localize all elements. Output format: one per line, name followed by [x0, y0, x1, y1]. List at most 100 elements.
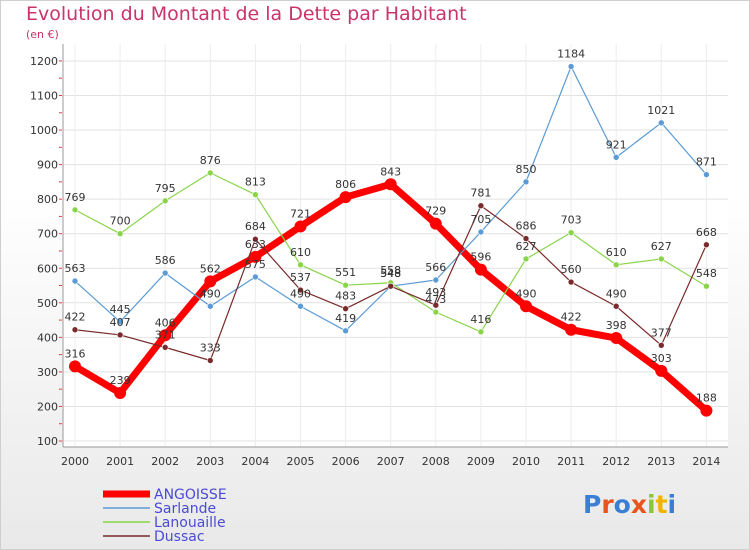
- data-point: [612, 302, 620, 310]
- data-point: [207, 357, 214, 364]
- data-point: [116, 318, 124, 326]
- data-point: [700, 404, 713, 417]
- data-point: [703, 282, 710, 290]
- data-label: 575: [245, 258, 266, 271]
- data-label: 316: [65, 347, 86, 360]
- data-point: [477, 228, 485, 236]
- data-point: [71, 326, 79, 334]
- data-point: [297, 261, 304, 269]
- series-dussac: [71, 202, 710, 364]
- data-label: 422: [65, 311, 86, 324]
- data-label: 562: [200, 262, 221, 275]
- data-label: 795: [155, 182, 176, 195]
- data-label: 548: [380, 267, 401, 280]
- y-tick-label: 200: [37, 400, 58, 413]
- data-point: [703, 241, 710, 249]
- data-point: [207, 169, 214, 177]
- data-point: [252, 191, 259, 198]
- y-tick-label: 800: [37, 193, 58, 206]
- data-point: [522, 255, 530, 263]
- x-tick-label: 2003: [196, 455, 224, 468]
- data-point: [384, 178, 397, 191]
- x-tick-label: 2013: [647, 455, 675, 468]
- y-tick-label: 1000: [30, 124, 58, 137]
- data-label: 769: [65, 191, 86, 204]
- data-label: 610: [606, 246, 627, 259]
- y-tick-label: 1200: [30, 55, 58, 68]
- y-tick-label: 900: [37, 159, 58, 172]
- chart-title: Evolution du Montant de la Dette par Hab…: [26, 3, 467, 25]
- data-label: 703: [561, 214, 582, 227]
- data-label: 490: [516, 287, 537, 300]
- data-point: [657, 119, 665, 127]
- data-point: [612, 154, 620, 161]
- data-point: [432, 276, 440, 284]
- logo-letter: t: [655, 490, 668, 519]
- data-point: [161, 269, 169, 277]
- data-point: [474, 263, 487, 276]
- x-tick-label: 2004: [241, 455, 269, 468]
- data-label: 422: [561, 311, 582, 324]
- x-tick-label: 2000: [61, 455, 89, 468]
- x-tick-label: 2008: [422, 455, 450, 468]
- y-tick-label: 600: [37, 262, 58, 275]
- data-label: 558: [380, 264, 401, 277]
- data-label: 610: [290, 246, 311, 259]
- y-tick-label: 500: [37, 297, 58, 310]
- data-point: [522, 235, 530, 242]
- data-label: 586: [155, 254, 176, 267]
- data-point: [342, 305, 349, 312]
- data-label: 921: [606, 138, 627, 151]
- data-point: [567, 278, 575, 286]
- data-point: [655, 364, 668, 377]
- data-point: [610, 332, 623, 345]
- data-label: 239: [110, 374, 131, 387]
- data-point: [565, 323, 578, 336]
- data-label: 398: [606, 319, 627, 332]
- data-label: 1021: [647, 104, 675, 117]
- x-tick-label: 2012: [602, 455, 630, 468]
- data-point: [297, 302, 304, 310]
- data-label: 850: [516, 163, 537, 176]
- series-angoisse: [69, 178, 713, 417]
- data-label: 729: [425, 205, 446, 218]
- data-label: 407: [110, 316, 131, 329]
- data-point: [520, 300, 532, 313]
- logo-letter: o: [613, 490, 631, 519]
- data-label: 473: [425, 293, 446, 306]
- data-label: 843: [380, 165, 401, 178]
- data-point: [252, 273, 259, 281]
- legend-label: Lanouaille: [154, 515, 226, 531]
- y-tick-label: 400: [37, 331, 58, 344]
- y-tick-label: 700: [37, 228, 58, 241]
- data-point: [116, 230, 124, 237]
- data-point: [567, 63, 575, 70]
- data-point: [71, 206, 79, 214]
- x-tick-label: 2009: [467, 455, 495, 468]
- x-tick-label: 2014: [692, 455, 720, 468]
- data-label: 551: [335, 266, 356, 279]
- plot-area: [63, 44, 728, 447]
- data-label: 686: [516, 220, 537, 233]
- data-label: 563: [65, 262, 86, 275]
- data-label: 490: [606, 287, 627, 300]
- logo-letter: i: [647, 490, 656, 519]
- y-tick-label: 100: [37, 435, 58, 448]
- data-point: [703, 171, 710, 178]
- legend-label: ANGOISSE: [154, 487, 227, 503]
- data-label: 333: [200, 341, 221, 354]
- data-point: [429, 217, 442, 230]
- data-point: [114, 386, 127, 399]
- data-point: [657, 341, 665, 349]
- data-point: [71, 277, 79, 285]
- y-tick-label: 1100: [30, 90, 58, 103]
- data-point: [159, 329, 172, 342]
- data-point: [657, 255, 665, 263]
- data-point: [522, 178, 530, 186]
- legend-label: Dussac: [154, 529, 205, 545]
- logo-letter: P: [583, 490, 602, 519]
- x-tick-label: 2002: [151, 455, 179, 468]
- data-point: [432, 308, 440, 316]
- data-label: 806: [335, 178, 356, 191]
